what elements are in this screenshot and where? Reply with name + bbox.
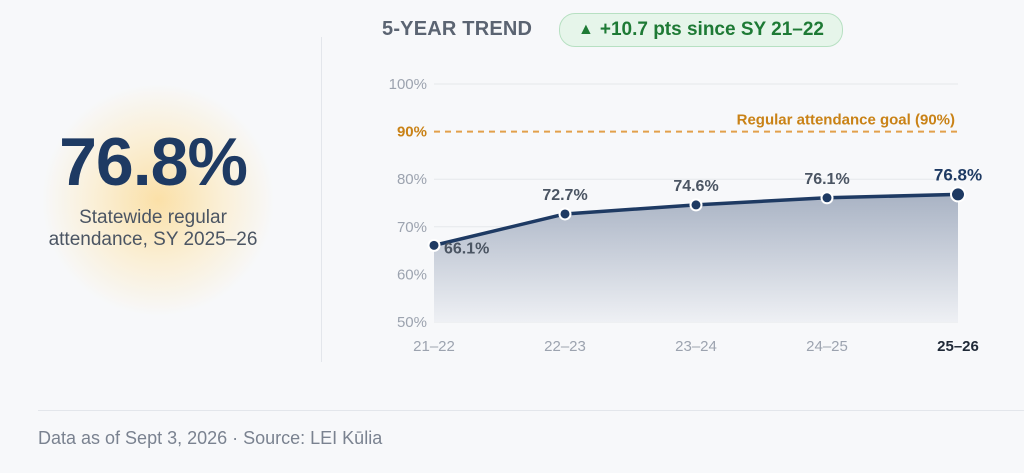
y-tick-label: 60% bbox=[397, 266, 427, 283]
y-tick-label: 100% bbox=[389, 76, 427, 93]
data-point bbox=[820, 191, 834, 205]
y-tick-label: 50% bbox=[397, 314, 427, 331]
data-point bbox=[427, 238, 441, 252]
y-tick-label: 70% bbox=[397, 219, 427, 236]
data-label: 76.1% bbox=[804, 171, 849, 188]
kpi-caption: Statewide regular attendance, SY 2025–26 bbox=[48, 207, 258, 250]
data-point bbox=[950, 186, 966, 203]
trend-badge-text: +10.7 pts since SY 21–22 bbox=[599, 19, 824, 40]
horizontal-divider bbox=[38, 410, 1024, 411]
trend-title: 5-YEAR TREND bbox=[382, 18, 533, 40]
y-tick-label: 80% bbox=[397, 171, 427, 188]
area-fill bbox=[434, 194, 958, 322]
x-tick-label: 21–22 bbox=[413, 338, 455, 355]
goal-tick-label: 90% bbox=[397, 124, 427, 141]
kpi-glow bbox=[38, 85, 278, 315]
x-tick-label: 23–24 bbox=[675, 338, 717, 355]
data-label: 72.7% bbox=[542, 187, 587, 204]
vertical-divider bbox=[321, 37, 322, 362]
x-tick-label: 22–23 bbox=[544, 338, 586, 355]
data-label: 74.6% bbox=[673, 178, 718, 195]
goal-label: Regular attendance goal (90%) bbox=[737, 112, 955, 129]
up-triangle-icon: ▲ bbox=[578, 21, 594, 38]
trend-badge: ▲ +10.7 pts since SY 21–22 bbox=[559, 13, 843, 47]
data-label: 66.1% bbox=[444, 240, 489, 257]
footer-source: Data as of Sept 3, 2026 · Source: LEI Kū… bbox=[38, 428, 383, 448]
kpi-panel: 76.8% Statewide regular attendance, SY 2… bbox=[18, 85, 288, 315]
kpi-value: 76.8% bbox=[59, 124, 248, 200]
data-point bbox=[558, 207, 572, 221]
x-tick-label: 24–25 bbox=[806, 338, 848, 355]
x-tick-label: 25–26 bbox=[937, 338, 979, 355]
data-point bbox=[689, 198, 703, 212]
data-label: 76.8% bbox=[934, 165, 982, 184]
